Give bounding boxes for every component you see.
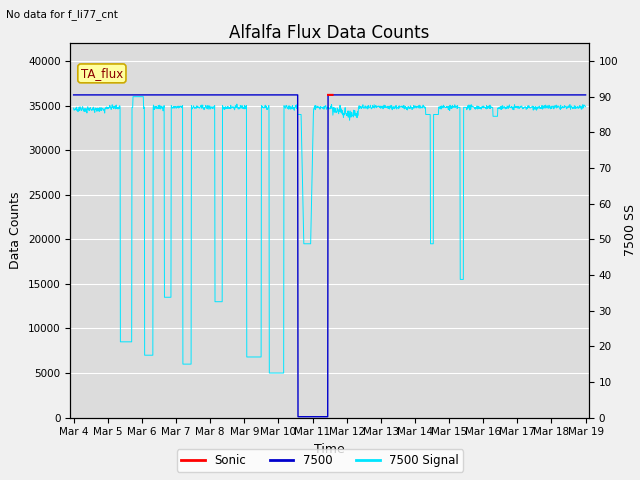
Legend: Sonic, 7500, 7500 Signal: Sonic, 7500, 7500 Signal — [177, 449, 463, 472]
Text: TA_flux: TA_flux — [81, 67, 123, 80]
Y-axis label: Data Counts: Data Counts — [10, 192, 22, 269]
Title: Alfalfa Flux Data Counts: Alfalfa Flux Data Counts — [229, 24, 430, 42]
Y-axis label: 7500 SS: 7500 SS — [624, 204, 637, 256]
Text: No data for f_li77_cnt: No data for f_li77_cnt — [6, 9, 118, 20]
X-axis label: Time: Time — [314, 443, 345, 456]
